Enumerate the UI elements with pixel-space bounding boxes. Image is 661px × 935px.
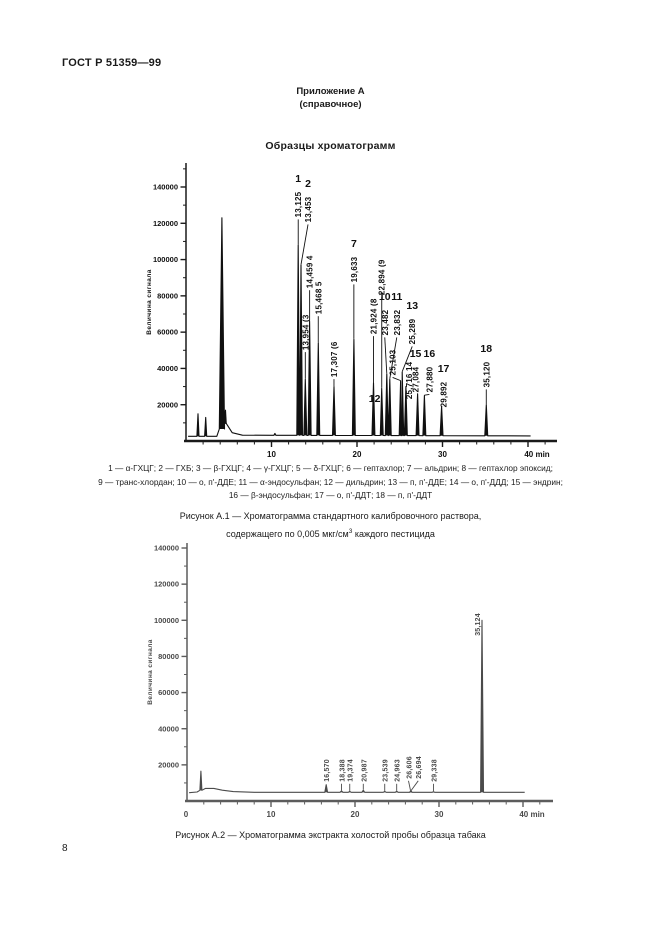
svg-text:12: 12 bbox=[369, 393, 381, 405]
svg-text:27,880: 27,880 bbox=[425, 366, 434, 392]
svg-text:18: 18 bbox=[480, 343, 492, 355]
caption-text: каждого пестицида bbox=[352, 529, 435, 539]
svg-text:19,633: 19,633 bbox=[350, 256, 359, 282]
svg-text:2: 2 bbox=[305, 178, 311, 190]
svg-text:10: 10 bbox=[267, 810, 276, 819]
legend-line: 16 — β-эндосульфан; 17 — о, п'-ДДТ; 18 —… bbox=[228, 490, 433, 500]
svg-text:35,124: 35,124 bbox=[475, 613, 482, 636]
svg-text:25,289: 25,289 bbox=[408, 318, 417, 344]
svg-text:23,539: 23,539 bbox=[383, 759, 390, 782]
caption-text: содержащего по 0,005 мкг/см bbox=[226, 529, 349, 539]
svg-text:13,954 (3: 13,954 (3 bbox=[301, 314, 310, 350]
svg-text:23,832: 23,832 bbox=[393, 309, 402, 335]
svg-text:20: 20 bbox=[353, 450, 362, 459]
svg-text:13: 13 bbox=[406, 300, 418, 312]
svg-text:80000: 80000 bbox=[158, 652, 179, 661]
svg-text:20000: 20000 bbox=[157, 400, 178, 409]
svg-text:17,307 (6: 17,307 (6 bbox=[330, 341, 339, 377]
svg-text:7: 7 bbox=[351, 238, 357, 250]
svg-text:0: 0 bbox=[184, 810, 189, 819]
legend-line: 1 — α-ГХЦГ; 2 — ГХБ; 3 — β-ГХЦГ; 4 — γ-Г… bbox=[108, 463, 553, 473]
svg-text:29,338: 29,338 bbox=[431, 759, 438, 782]
svg-text:100000: 100000 bbox=[153, 255, 178, 264]
svg-text:30: 30 bbox=[435, 810, 444, 819]
caption-superscript: 3 bbox=[348, 528, 353, 535]
figure-a1-caption: Рисунок А.1 — Хроматограмма стандартного… bbox=[0, 509, 661, 542]
svg-text:120000: 120000 bbox=[153, 219, 178, 228]
svg-text:40000: 40000 bbox=[157, 364, 178, 373]
svg-text:60000: 60000 bbox=[158, 688, 179, 697]
figure-a2-chromatogram: 20000 40000 60000 80000 100000 120000 140000 10… bbox=[147, 543, 553, 819]
svg-text:25,103: 25,103 bbox=[389, 349, 398, 375]
svg-text:140000: 140000 bbox=[153, 183, 178, 192]
svg-text:14,459 4: 14,459 4 bbox=[306, 255, 315, 288]
svg-text:80000: 80000 bbox=[157, 291, 178, 300]
svg-text:24,963: 24,963 bbox=[395, 759, 402, 782]
svg-text:Величина сигнала: Величина сигнала bbox=[146, 269, 153, 335]
svg-text:13,125: 13,125 bbox=[294, 191, 303, 217]
svg-text:1: 1 bbox=[295, 173, 301, 185]
svg-text:26,694: 26,694 bbox=[416, 756, 423, 779]
svg-text:20,987: 20,987 bbox=[361, 759, 368, 782]
appendix-title: Приложение А bbox=[296, 86, 365, 97]
svg-text:10: 10 bbox=[267, 450, 276, 459]
svg-text:16,570: 16,570 bbox=[324, 759, 331, 782]
figure-a1-legend: 1 — α-ГХЦГ; 2 — ГХБ; 3 — β-ГХЦГ; 4 — γ-Г… bbox=[0, 462, 661, 503]
figure-a1-chromatogram: 20000 40000 60000 80000 100000 120000 140000 10… bbox=[146, 163, 557, 459]
svg-text:40 min: 40 min bbox=[524, 450, 549, 459]
caption-line: содержащего по 0,005 мкг/см3 каждого пес… bbox=[0, 524, 661, 542]
svg-text:16: 16 bbox=[424, 348, 436, 360]
svg-text:10: 10 bbox=[379, 291, 391, 303]
svg-text:60000: 60000 bbox=[157, 328, 178, 337]
svg-text:21,924 (8: 21,924 (8 bbox=[369, 298, 378, 334]
svg-text:13,453: 13,453 bbox=[304, 196, 313, 222]
svg-text:Величина сигнала: Величина сигнала bbox=[147, 639, 154, 705]
svg-text:22,894 (9: 22,894 (9 bbox=[378, 259, 387, 295]
svg-text:40000: 40000 bbox=[158, 724, 179, 733]
svg-text:30: 30 bbox=[438, 450, 447, 459]
svg-text:29,892: 29,892 bbox=[440, 381, 449, 407]
figure-a2-caption: Рисунок А.2 — Хроматограмма экстракта хо… bbox=[175, 830, 486, 840]
svg-text:140000: 140000 bbox=[154, 544, 179, 553]
svg-text:15,468 5: 15,468 5 bbox=[314, 281, 323, 314]
svg-text:20: 20 bbox=[351, 810, 360, 819]
svg-text:19,374: 19,374 bbox=[348, 759, 355, 782]
svg-text:18,388: 18,388 bbox=[339, 759, 346, 782]
svg-text:27,084: 27,084 bbox=[412, 366, 421, 392]
svg-text:20000: 20000 bbox=[158, 760, 179, 769]
doc-number: ГОСТ Р 51359—99 bbox=[62, 57, 162, 69]
svg-text:15: 15 bbox=[410, 348, 422, 360]
svg-text:100000: 100000 bbox=[154, 616, 179, 625]
svg-text:17: 17 bbox=[438, 363, 450, 375]
section-title: Образцы хроматограмм bbox=[265, 140, 396, 152]
legend-line: 9 — транс-хлордан; 10 — о, п'-ДДЕ; 11 — … bbox=[98, 476, 563, 487]
caption-line: Рисунок А.1 — Хроматограмма стандартного… bbox=[179, 511, 482, 521]
svg-text:35,120: 35,120 bbox=[482, 361, 491, 387]
svg-text:26,606: 26,606 bbox=[406, 756, 413, 779]
svg-text:25,716 14: 25,716 14 bbox=[405, 361, 414, 399]
svg-text:11: 11 bbox=[391, 291, 402, 303]
appendix-subtitle: (справочное) bbox=[299, 99, 362, 110]
page-number: 8 bbox=[62, 843, 68, 854]
svg-text:23,482: 23,482 bbox=[381, 309, 390, 335]
svg-text:40 min: 40 min bbox=[519, 810, 544, 819]
svg-text:120000: 120000 bbox=[154, 580, 179, 589]
